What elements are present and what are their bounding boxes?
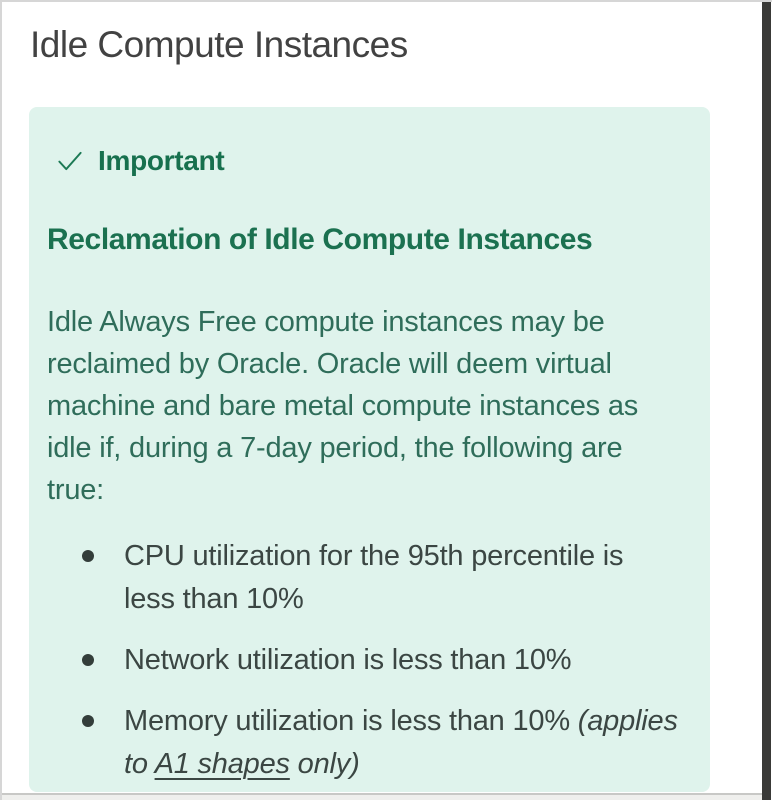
memory-note-post: only) [289,748,360,780]
a1-shapes-link[interactable]: A1 shapes [154,748,290,780]
bottom-frame-border [2,793,762,800]
page-title: Idle Compute Instances [30,24,408,65]
checkmark-icon [58,151,82,171]
callout-paragraph: Idle Always Free compute instances may b… [47,306,639,506]
memory-text: Memory utilization is less than 10% [124,705,578,737]
callout-heading: Reclamation of Idle Compute Instances [47,223,593,256]
memory-note-pre: (applies to [124,705,678,780]
list-item-network: Network utilization is less than 10% [47,639,680,682]
important-callout: Important Reclamation of Idle Compute In… [29,107,710,792]
callout-type-label: Important [98,145,225,176]
idle-criteria-list: CPU utilization for the 95th percentile … [47,535,680,786]
memory-note: (applies to A1 shapes only) [124,705,678,780]
callout-title-row: Important [55,145,680,177]
list-item-cpu: CPU utilization for the 95th percentile … [47,535,680,621]
right-frame-border [762,2,771,800]
list-item-memory: Memory utilization is less than 10% (app… [47,700,680,786]
